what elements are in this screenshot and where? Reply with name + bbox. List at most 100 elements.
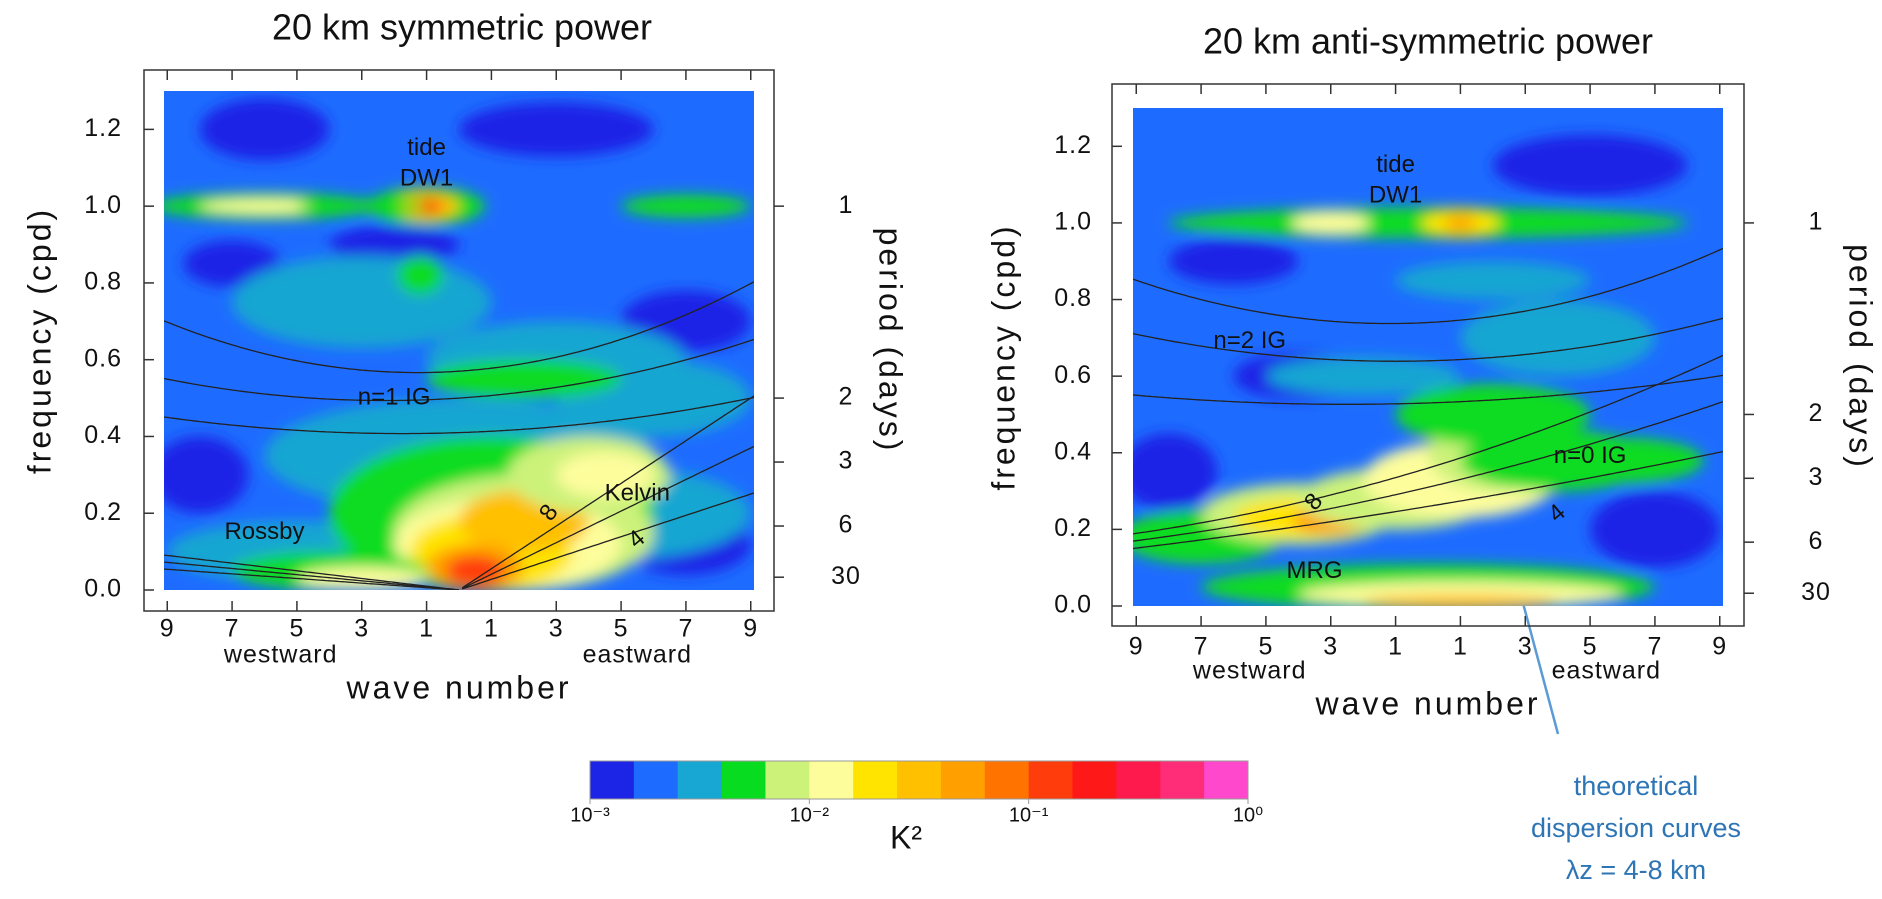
colorbar-segment (984, 761, 1030, 799)
direction-label: westward (1192, 657, 1307, 685)
y-tick-label: 0.8 (1054, 284, 1092, 312)
field (1133, 108, 1723, 606)
colorbar-segment (677, 761, 723, 799)
field-blob (199, 198, 330, 214)
direction-label: eastward (1552, 657, 1661, 685)
chart-title: 20 km anti-symmetric power (1203, 21, 1653, 62)
dispersion-curve (164, 568, 460, 590)
colorbar-segment (721, 761, 766, 799)
field-blob (397, 256, 443, 295)
chart-title: 20 km symmetric power (272, 7, 652, 48)
y-axis-label: frequency (cpd) (985, 223, 1021, 490)
x-axis-label: wave number (345, 669, 571, 705)
y-tick-label: 0.8 (84, 268, 122, 296)
curve-annotation: n=1 IG (358, 383, 431, 410)
dispersion-curve (1133, 450, 1723, 550)
colorbar-segment (1116, 761, 1161, 799)
field-blob (183, 240, 281, 287)
colorbar-tick-label: 10⁻¹ (1009, 804, 1049, 826)
y-tick-label: 0.2 (1054, 514, 1092, 542)
direction-label: westward (223, 641, 338, 669)
colorbar-tick-label: 10⁻³ (570, 804, 610, 826)
dispersion-curve (164, 338, 754, 402)
field-blob (1492, 134, 1688, 197)
plot-frame (143, 69, 775, 612)
field-blob (1133, 433, 1218, 511)
dispersion-curve (1133, 354, 1723, 535)
field-blob (329, 225, 459, 264)
colorbar-label: K² (890, 819, 922, 855)
y2-tick-label: 1 (839, 191, 854, 219)
y-axis-label: frequency (cpd) (21, 207, 57, 474)
field-blob (232, 256, 492, 349)
field-blob (1395, 383, 1591, 446)
field-blob (1363, 594, 1558, 606)
colorbar-tick-label: 10⁰ (1233, 804, 1263, 826)
y2-tick-label: 1 (1809, 208, 1824, 236)
field-blob (1460, 299, 1655, 377)
y-tick-label: 1.2 (1054, 131, 1092, 159)
dispersion-curve (461, 395, 754, 589)
y-tick-label: 1.0 (84, 191, 122, 219)
field (164, 91, 754, 590)
colorbar-segment (809, 761, 854, 799)
x-tick-label: 1 (419, 615, 434, 643)
curve-annotation: Kelvin (605, 479, 670, 506)
y-tick-label: 0.6 (1054, 361, 1092, 389)
y2-tick-label: 6 (839, 511, 854, 539)
curve-annotation: tide (407, 134, 446, 161)
x-tick-label: 9 (743, 615, 758, 643)
x-tick-label: 9 (1129, 633, 1144, 661)
y2-tick-label: 3 (839, 447, 854, 475)
x-tick-label: 3 (1518, 633, 1533, 661)
x-tick-label: 5 (289, 615, 304, 643)
colorbar-segment (1204, 761, 1249, 799)
plot-frame (1111, 83, 1745, 627)
colorbar-segment (1160, 761, 1205, 799)
y2-tick-label: 2 (839, 383, 854, 411)
y2-axis-label: period (days) (1843, 244, 1879, 470)
colorbar-segment (940, 761, 986, 799)
field-blob (199, 98, 330, 161)
field-blob (621, 194, 751, 218)
curve-annotation: tide (1376, 151, 1415, 178)
curve-annotation: n=0 IG (1554, 442, 1627, 469)
y-tick-label: 1.0 (1054, 208, 1092, 236)
field-blob (1395, 261, 1591, 300)
curve-annotation: n=2 IG (1213, 327, 1286, 354)
curve-annotation: Rossby (224, 518, 304, 545)
field-blob (1541, 437, 1704, 484)
y-tick-label: 0.0 (1054, 591, 1092, 619)
dispersion-curve (164, 561, 460, 590)
field-blob (446, 555, 505, 587)
x-tick-label: 7 (1647, 633, 1662, 661)
y-tick-label: 0.0 (84, 575, 122, 603)
field-blob (1291, 211, 1370, 235)
dispersion-curve (1133, 317, 1723, 362)
colorbar-segment (590, 761, 635, 799)
curve-annotation: DW1 (1369, 181, 1422, 208)
colorbar-tick-label: 10⁻² (790, 804, 830, 826)
field-blob (1590, 491, 1720, 568)
dispersion-curve (164, 281, 754, 374)
field-blob (459, 102, 654, 157)
dispersion-curve (1133, 247, 1723, 325)
note: dispersion curves (1531, 813, 1741, 843)
y2-axis-label: period (days) (873, 228, 909, 454)
y2-tick-label: 2 (1809, 399, 1824, 427)
note: λz = 4-8 km (1566, 855, 1706, 885)
colorbar-segment (633, 761, 679, 799)
x-tick-label: 1 (1453, 633, 1468, 661)
colorbar-segment (1028, 761, 1074, 799)
curve-annotation: DW1 (400, 165, 453, 192)
colorbar-frame (589, 760, 1249, 800)
x-tick-label: 3 (354, 615, 369, 643)
field-blob (296, 198, 427, 214)
x-axis-label: wave number (1314, 685, 1540, 721)
y2-tick-label: 3 (1809, 463, 1824, 491)
y-tick-label: 0.2 (84, 498, 122, 526)
x-tick-label: 5 (1583, 633, 1598, 661)
colorbar-segment (765, 761, 810, 799)
dispersion-curve (1133, 401, 1723, 542)
